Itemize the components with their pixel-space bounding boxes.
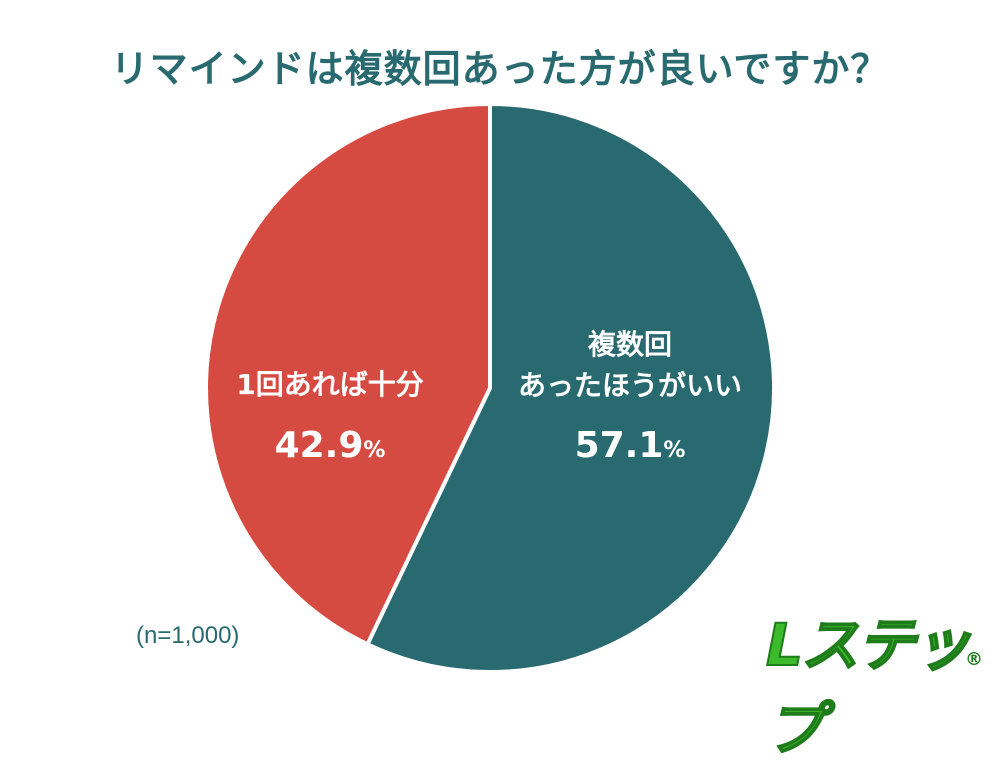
slice-value-once: 42.9% [274, 424, 386, 466]
slice-label-once: 1回あれば十分 42.9% [210, 365, 450, 472]
slice-name-multiple-line2: あったほうがいい [517, 368, 742, 402]
slice-name-multiple-line1: 複数回 [587, 328, 672, 361]
logo-text: Lステップ [765, 610, 972, 764]
slice-label-multiple: 複数回 あったほうがいい 57.1% [495, 325, 765, 472]
registered-mark: ® [965, 649, 983, 670]
sample-size: (n=1,000) [136, 622, 240, 649]
slice-value-multiple: 57.1% [574, 425, 686, 467]
pie-slice-0 [365, 102, 776, 674]
slice-name-once: 1回あれば十分 [236, 368, 424, 401]
chart-title: リマインドは複数回あった方が良いですか？ [110, 47, 890, 91]
pie-slice-1 [204, 102, 492, 647]
pie-chart [204, 102, 776, 674]
lstep-logo: Lステップ ® [760, 596, 985, 764]
